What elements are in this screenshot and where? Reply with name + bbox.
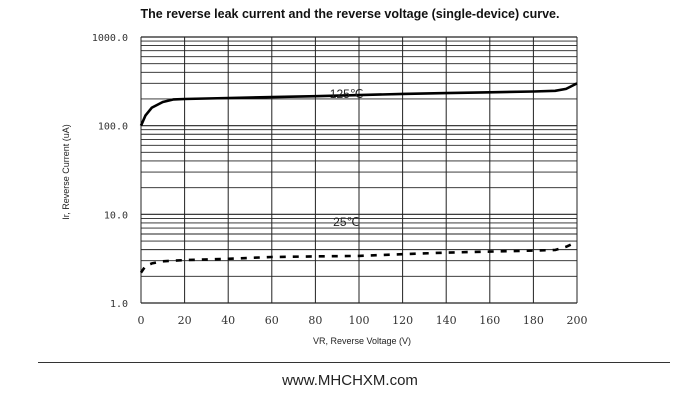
x-tick-label: 20 <box>178 314 192 327</box>
series-label: 25℃ <box>333 215 360 229</box>
x-tick-label: 140 <box>436 314 457 327</box>
x-tick-label: 160 <box>479 314 500 327</box>
x-tick-label: 0 <box>138 314 145 327</box>
y-tick-label: 1000.0 <box>92 33 128 44</box>
chart-title: The reverse leak current and the reverse… <box>140 7 560 21</box>
y-tick-label: 10.0 <box>104 210 128 221</box>
x-tick-label: 120 <box>392 314 413 327</box>
series-line-125c <box>139 82 578 127</box>
divider <box>38 362 670 363</box>
series-label: 125℃ <box>330 87 364 101</box>
y-axis-label: Ir, Reverse Current (uA) <box>61 124 71 220</box>
x-tick-label: 180 <box>523 314 544 327</box>
y-tick-label: 100.0 <box>98 122 128 133</box>
series-line-25c <box>139 240 578 274</box>
x-tick-label: 200 <box>567 314 588 327</box>
x-tick-label: 80 <box>308 314 322 327</box>
x-axis-label: VR, Reverse Voltage (V) <box>313 336 411 346</box>
footer-website: www.MHCHXM.com <box>282 372 418 389</box>
x-tick-label: 40 <box>221 314 235 327</box>
x-tick-label: 60 <box>265 314 279 327</box>
y-tick-label: 1.0 <box>110 299 128 310</box>
x-tick-label: 100 <box>349 314 370 327</box>
